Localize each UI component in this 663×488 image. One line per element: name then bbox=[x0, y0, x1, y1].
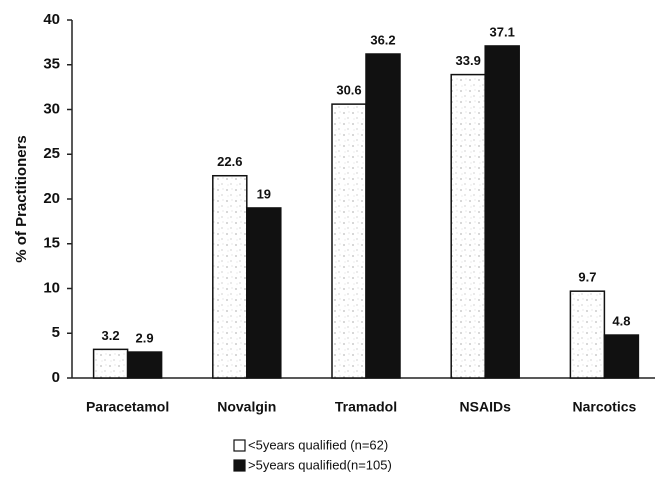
x-tick-label: Narcotics bbox=[572, 399, 636, 415]
data-label: 4.8 bbox=[612, 313, 630, 328]
y-tick-label: 5 bbox=[52, 324, 60, 341]
y-tick-label: 0 bbox=[52, 369, 60, 386]
bar bbox=[365, 53, 401, 379]
x-tick-label: Tramadol bbox=[335, 399, 397, 415]
x-tick-label: NSAIDs bbox=[460, 399, 512, 415]
bar bbox=[246, 207, 282, 379]
data-label: 9.7 bbox=[578, 270, 596, 285]
y-tick-label: 35 bbox=[43, 56, 60, 73]
bar bbox=[212, 174, 248, 379]
y-tick-label: 30 bbox=[43, 100, 60, 117]
data-label: 33.9 bbox=[456, 53, 481, 68]
legend-label: <5years qualified (n=62) bbox=[248, 437, 388, 452]
legend-swatch bbox=[233, 459, 246, 472]
bar bbox=[484, 45, 520, 379]
bar bbox=[450, 73, 486, 379]
data-label: 19 bbox=[257, 186, 271, 201]
data-label: 30.6 bbox=[336, 83, 361, 98]
y-tick-label: 10 bbox=[43, 279, 60, 296]
legend-swatch bbox=[233, 439, 246, 452]
y-tick-label: 20 bbox=[43, 190, 60, 207]
bar bbox=[331, 103, 367, 379]
data-label: 2.9 bbox=[136, 330, 154, 345]
bar bbox=[126, 351, 163, 379]
data-label: 22.6 bbox=[217, 154, 242, 169]
bar bbox=[92, 348, 129, 379]
y-axis-label: % of Practitioners bbox=[13, 135, 30, 263]
y-tick-label: 25 bbox=[43, 145, 60, 162]
x-tick-label: Novalgin bbox=[217, 399, 276, 415]
data-label: 36.2 bbox=[370, 32, 395, 47]
y-tick-label: 15 bbox=[43, 235, 60, 252]
legend-label: >5years qualified(n=105) bbox=[248, 457, 392, 472]
data-label: 3.2 bbox=[102, 328, 120, 343]
x-tick-label: Paracetamol bbox=[86, 399, 169, 415]
y-tick-label: 40 bbox=[43, 11, 60, 28]
bar bbox=[569, 290, 606, 379]
data-label: 37.1 bbox=[490, 24, 515, 39]
bar bbox=[603, 334, 640, 379]
